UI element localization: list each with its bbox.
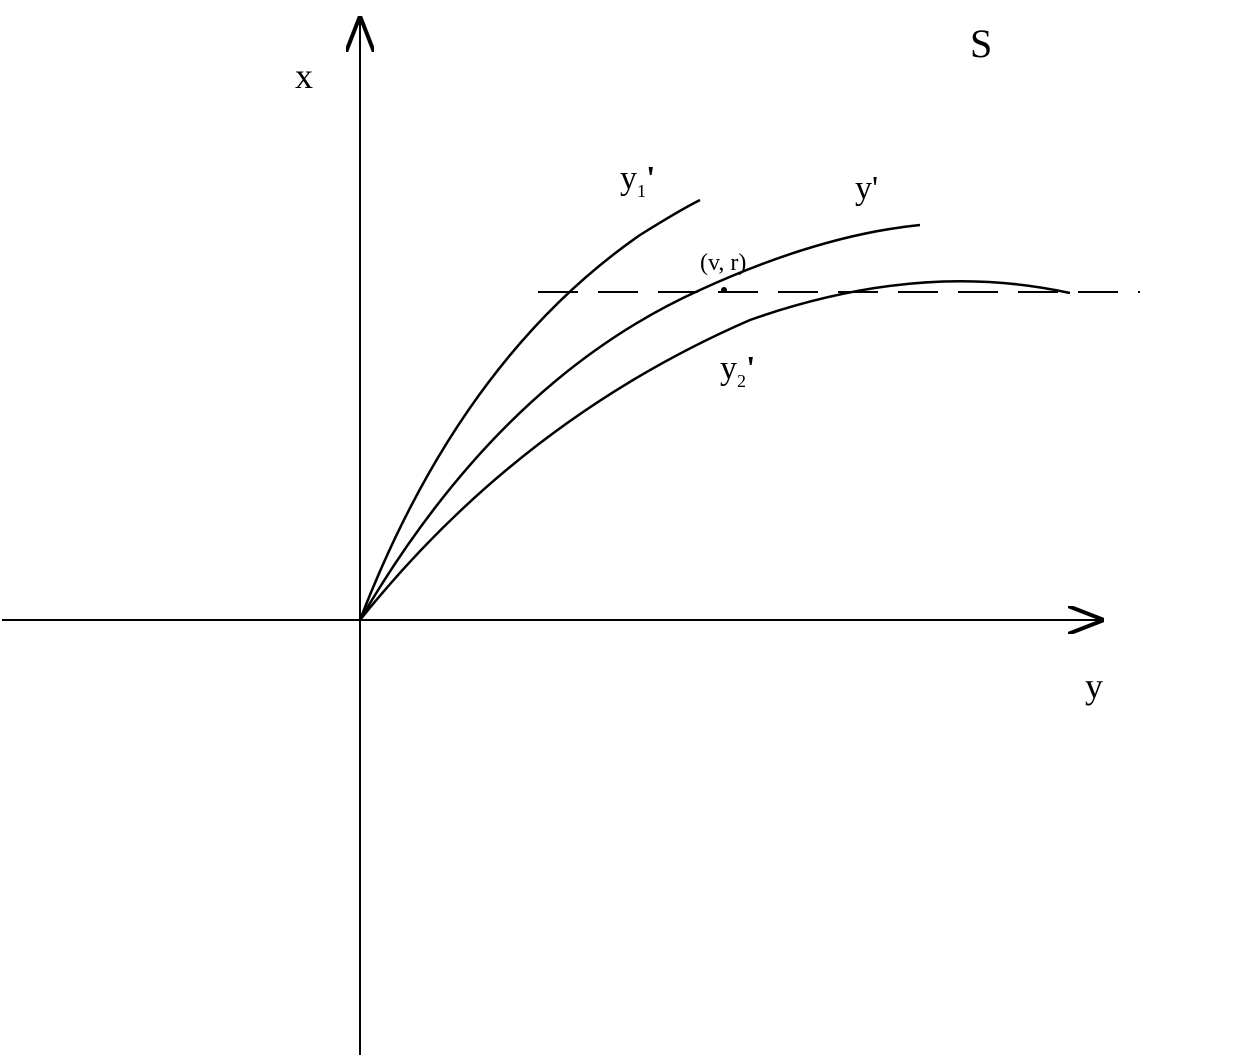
curve-y-prime	[360, 225, 920, 620]
axis-label-y: y	[1085, 665, 1103, 707]
corner-label-s: S	[970, 20, 992, 67]
curve-y1-prime	[360, 200, 700, 620]
point-vr	[721, 287, 727, 293]
point-label-vr: (v, r)	[700, 250, 746, 277]
curve-label-y-prime: y'	[855, 170, 878, 208]
curve-label-y2-prime: y2'	[720, 350, 755, 392]
axis-label-x: x	[295, 55, 313, 97]
curve-y2-prime	[360, 281, 1070, 620]
coordinate-diagram	[0, 0, 1240, 1059]
curve-label-y1-prime: y1'	[620, 160, 655, 202]
